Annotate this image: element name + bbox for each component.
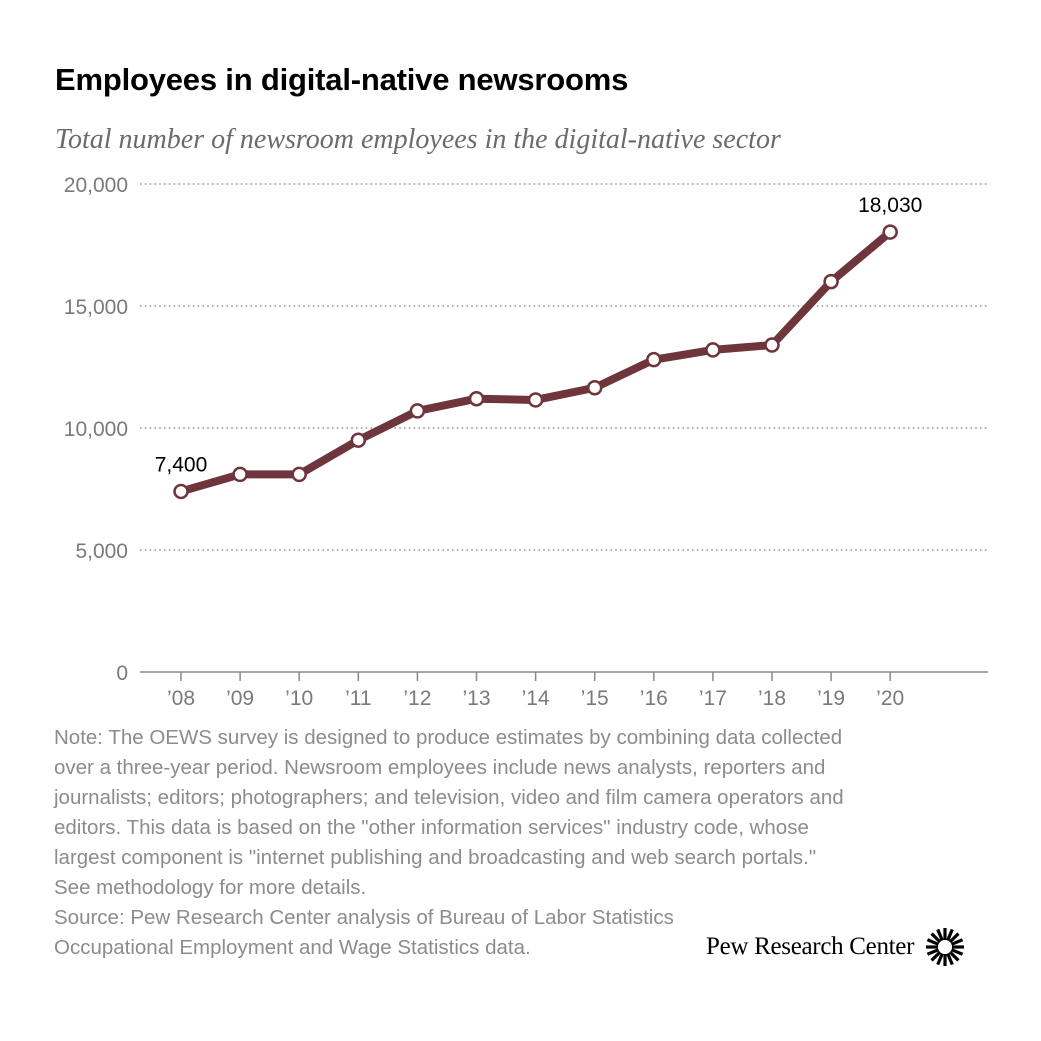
x-tick-label: ’14	[522, 687, 550, 710]
x-tick-label: ’11	[345, 687, 371, 710]
x-tick-label: ’17	[699, 687, 727, 710]
x-tick-label: ’13	[462, 687, 490, 710]
chart-title: Employees in digital-native newsrooms	[55, 62, 629, 97]
data-label: 18,030	[858, 194, 922, 217]
source-text: Source: Pew Research Center analysis of …	[54, 906, 674, 959]
data-point	[586, 379, 603, 396]
gridlines	[140, 183, 988, 551]
sunburst-ray	[946, 952, 954, 966]
sunburst-ray	[948, 932, 960, 944]
brand: Pew Research Center	[706, 926, 966, 968]
sunburst-ray	[936, 952, 944, 966]
sunburst-ray	[926, 938, 940, 946]
data-point	[173, 483, 189, 500]
data-point	[882, 224, 898, 240]
x-tick-label: ’15	[581, 687, 609, 710]
sunburst-ray	[950, 938, 964, 946]
data-point	[823, 273, 839, 290]
series-line	[177, 228, 895, 496]
chart-notes: Note: The OEWS survey is designed to pro…	[54, 723, 884, 963]
x-tick-label: ’09	[226, 687, 254, 710]
data-point	[291, 466, 307, 483]
data-point	[764, 337, 780, 353]
data-point	[705, 342, 721, 358]
x-tick-label: ’10	[285, 687, 313, 710]
y-tick-label: 5,000	[75, 540, 128, 563]
x-tick-label: ’20	[876, 687, 904, 710]
sunburst-ray	[950, 948, 964, 956]
data-label: 7,400	[155, 453, 208, 476]
sunburst-ray	[948, 950, 960, 962]
y-tick-label: 15,000	[64, 296, 128, 319]
x-axis-labels: ’08 ’09 ’10 ’11 ’12 ’13 ’14 ’15 ’16 ’17 ’18 ’19 ’20	[167, 687, 904, 710]
sunburst-ray	[946, 928, 954, 942]
x-tick-label: ’16	[640, 687, 668, 710]
line-chart: 0 5,000 10,000 15,000 20,000 ’08 ’09 ’10 ’11 ’12…	[64, 174, 988, 710]
y-axis-labels: 0 5,000 10,000 15,000 20,000	[64, 174, 128, 685]
x-tick-label: ’12	[403, 687, 431, 710]
sunburst-ray	[926, 948, 940, 956]
data-point	[646, 351, 662, 368]
pew-sunburst-icon	[926, 928, 965, 966]
note-text: Note: The OEWS survey is designed to pro…	[54, 726, 844, 899]
data-point	[468, 390, 485, 407]
x-axis	[140, 671, 988, 681]
y-tick-label: 20,000	[64, 174, 128, 197]
y-tick-label: 0	[116, 662, 128, 685]
x-tick-label: ’19	[817, 687, 845, 710]
y-tick-label: 10,000	[64, 418, 128, 441]
chart-subtitle: Total number of newsroom employees in th…	[55, 124, 781, 155]
sunburst-ray	[936, 928, 944, 942]
brand-name: Pew Research Center	[706, 933, 915, 960]
data-point	[409, 403, 426, 419]
x-tick-label: ’18	[758, 687, 786, 710]
series-line-path	[177, 228, 895, 496]
series-markers	[173, 224, 898, 500]
data-labels: 7,400 18,030	[155, 194, 923, 476]
x-tick-label: ’08	[167, 687, 195, 710]
sunburst-ray	[930, 950, 942, 962]
sunburst-ray	[930, 932, 942, 944]
data-point	[350, 432, 367, 448]
data-point	[527, 392, 544, 408]
data-point	[232, 466, 248, 483]
